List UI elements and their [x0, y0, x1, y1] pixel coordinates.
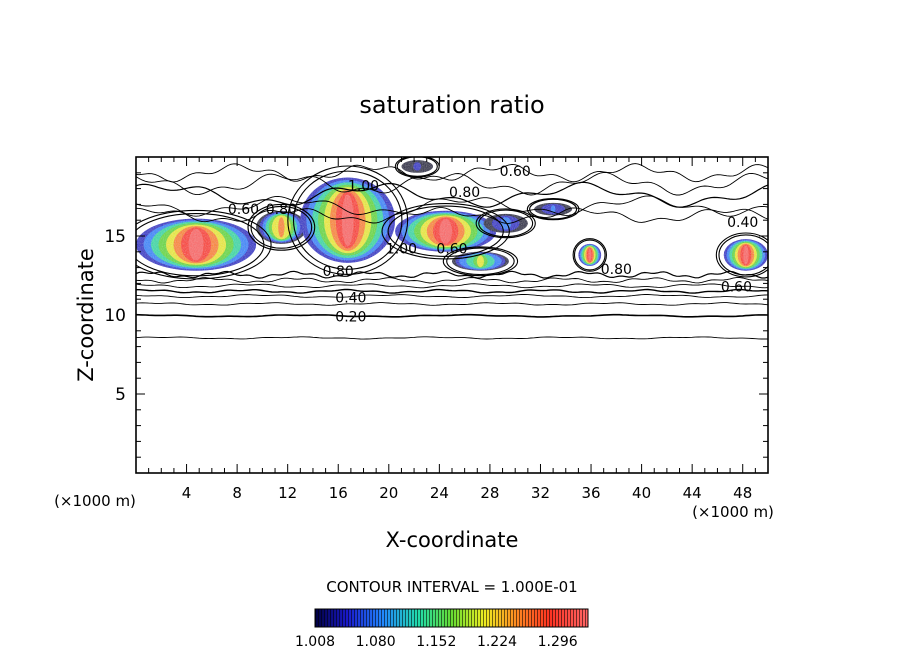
- contour-line: [475, 208, 536, 239]
- x-tick-label: 16: [329, 484, 348, 502]
- contour-line: [381, 203, 510, 260]
- region-band: [341, 194, 354, 247]
- x-tick-label: 12: [278, 484, 297, 502]
- supersaturation-region: [578, 243, 602, 267]
- contour-line: [287, 165, 409, 275]
- contour-line: [526, 198, 580, 221]
- region-band: [550, 205, 556, 213]
- contour-line: [136, 313, 768, 318]
- x-tick-labels: 4 8 12 16 20 24 28 32 36 40 44 48: [182, 484, 752, 502]
- supersaturation-region: [300, 177, 396, 263]
- x-tick-label: 32: [531, 484, 550, 502]
- contour-line: [136, 181, 768, 208]
- supersaturation-region: [401, 160, 434, 173]
- contour-line: [250, 205, 313, 249]
- region-band: [439, 218, 452, 244]
- x-tick-label: 48: [733, 484, 752, 502]
- supersaturation-region: [723, 239, 768, 271]
- contour-label: 0.80: [266, 202, 297, 218]
- heatmap-layer: [136, 160, 768, 271]
- x-axis-label: X-coordinate: [386, 528, 519, 552]
- region-band: [415, 162, 420, 171]
- x-tick-label: 28: [480, 484, 499, 502]
- region-band: [588, 248, 592, 262]
- region-band: [278, 217, 285, 238]
- contour-label: 0.60: [436, 242, 467, 258]
- contour-label: 0.40: [727, 215, 758, 231]
- supersaturation-region: [395, 210, 497, 252]
- x-tick-label: 40: [632, 484, 651, 502]
- contour-line: [136, 288, 768, 294]
- contour-label: 0.80: [449, 185, 480, 201]
- x-tick-label: 24: [430, 484, 449, 502]
- x-unit-left: (×1000 m): [54, 492, 136, 510]
- contour-label: 0.20: [335, 310, 366, 326]
- contour-label: 0.60: [228, 202, 259, 218]
- contour-line: [442, 246, 519, 277]
- contour-line: [396, 157, 438, 177]
- y-tick-label: 5: [115, 385, 126, 405]
- x-tick-label: 36: [581, 484, 600, 502]
- y-tick-label: 15: [104, 227, 126, 247]
- contour-label: 1.00: [386, 242, 417, 258]
- region-band: [476, 255, 484, 268]
- contour-label: 0.60: [721, 280, 752, 296]
- contour-line: [247, 203, 316, 251]
- y-tick-label: 10: [104, 306, 126, 326]
- colorbar-tick-label: 1.152: [416, 634, 456, 650]
- contour-label: 1.00: [348, 178, 379, 194]
- supersaturation-region: [256, 210, 307, 244]
- contour-line: [136, 283, 768, 289]
- contour-line: [136, 277, 768, 284]
- contour-line: [136, 293, 768, 299]
- contour-line: [394, 157, 440, 178]
- contour-line: [529, 198, 578, 220]
- contour-line: [572, 238, 607, 272]
- contour-line: [136, 270, 768, 279]
- colorbar-tick-label: 1.080: [356, 634, 396, 650]
- contour-interval-label: CONTOUR INTERVAL = 1.000E-01: [326, 578, 577, 596]
- contour-line: [446, 247, 515, 276]
- x-unit-right: (×1000 m): [692, 503, 774, 521]
- contour-line: [136, 163, 768, 183]
- contour-line: [136, 171, 768, 196]
- x-tick-label: 8: [232, 484, 242, 502]
- y-axis-label: Z-coordinate: [74, 248, 98, 382]
- axis-ticks: [135, 156, 769, 474]
- colorbar-tick-label: 1.224: [477, 634, 517, 650]
- contour-line: [478, 209, 534, 238]
- region-band: [743, 245, 749, 265]
- contour-line: [136, 195, 768, 217]
- contour-label: 0.40: [335, 291, 366, 307]
- contour-line: [573, 239, 606, 271]
- contour-line: [136, 336, 768, 340]
- contour-line: [136, 209, 272, 280]
- colorbar-tick-label: 1.008: [295, 634, 335, 650]
- x-tick-label: 44: [683, 484, 702, 502]
- region-band: [188, 228, 204, 261]
- colorbar: [314, 608, 589, 628]
- supersaturation-region: [136, 218, 257, 271]
- contour-label: 0.60: [500, 164, 531, 180]
- contour-lines: [136, 157, 768, 340]
- x-tick-label: 4: [182, 484, 192, 502]
- colorbar-labels: 1.008 1.080 1.152 1.224 1.296: [295, 634, 578, 650]
- colorbar-frame: [314, 608, 589, 628]
- colorbar-hatch: [315, 609, 588, 627]
- colorbar-tick-label: 1.296: [538, 634, 578, 650]
- y-tick-labels: 5 10 15: [104, 227, 126, 405]
- contour-line: [136, 302, 768, 306]
- supersaturation-region: [534, 202, 573, 216]
- contour-line: [718, 234, 768, 276]
- contour-line: [715, 232, 768, 278]
- x-tick-label: 20: [379, 484, 398, 502]
- chart-title: saturation ratio: [359, 91, 544, 119]
- contour-line: [292, 170, 403, 270]
- contour-labels: 0.60 1.00 0.80 0.60 0.80 0.40 1.00 0.60 0.80 0.80…: [228, 164, 758, 325]
- contour-label: 0.80: [601, 262, 632, 278]
- contour-label: 0.80: [323, 264, 354, 280]
